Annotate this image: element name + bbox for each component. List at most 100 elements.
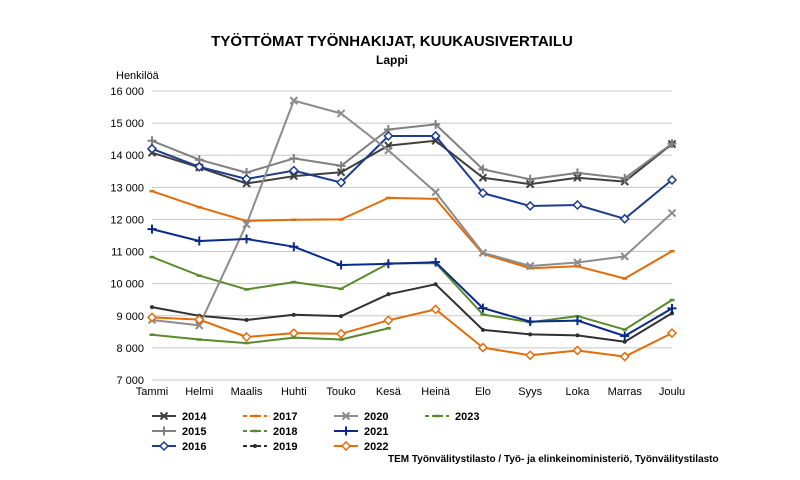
data-point (478, 303, 488, 313)
legend-item-2018: 2018 (243, 426, 297, 438)
series-line-2016 (151, 135, 673, 220)
data-point (336, 260, 346, 270)
data-point (666, 174, 678, 186)
data-point (431, 119, 441, 129)
data-point (195, 321, 204, 330)
x-tick-label: Huhti (281, 386, 307, 398)
data-point (620, 252, 629, 261)
data-point (336, 109, 346, 118)
data-point (480, 327, 485, 332)
data-point (383, 315, 394, 326)
data-point (244, 317, 249, 322)
series-2016 (146, 130, 678, 224)
legend-label: 2018 (273, 426, 297, 438)
data-point (383, 259, 393, 269)
series-2014 (147, 136, 677, 189)
x-tick-label: Heinä (421, 386, 451, 398)
x-tick-label: Touko (326, 386, 355, 398)
legend-label: 2015 (182, 426, 206, 438)
series-line-2022 (151, 308, 673, 358)
y-tick-label: 14 000 (110, 150, 144, 162)
data-point (194, 161, 205, 172)
data-point (431, 187, 440, 197)
y-tick-label: 7 000 (116, 375, 144, 387)
legend-marker (341, 426, 351, 436)
data-point (242, 234, 252, 244)
data-point (478, 248, 488, 258)
data-point (194, 236, 204, 246)
data-point (384, 146, 393, 155)
series-line-2021 (151, 228, 673, 337)
x-tick-label: Loka (566, 386, 591, 398)
legend-item-2022: 2022 (334, 440, 388, 453)
data-point (289, 153, 299, 163)
data-point (525, 317, 535, 327)
data-point (288, 328, 299, 339)
data-point (241, 173, 252, 185)
series-2015 (147, 119, 677, 184)
legend-label: 2019 (273, 441, 297, 453)
data-point (572, 316, 582, 326)
data-point (667, 303, 677, 313)
legend-item-2016: 2016 (152, 440, 206, 453)
series-2022 (146, 304, 678, 362)
y-tick-label: 8 000 (116, 343, 144, 355)
y-tick-label: 15 000 (110, 118, 144, 130)
chart-subtitle: Lappi (376, 53, 408, 67)
data-point (573, 258, 582, 267)
data-point (431, 257, 441, 267)
x-tick-label: Tammi (136, 386, 168, 398)
legend-label: 2021 (364, 426, 388, 438)
y-tick-label: 12 000 (110, 214, 144, 226)
y-tick-label: 16 000 (110, 86, 144, 98)
data-point (667, 208, 677, 218)
x-tick-label: Helmi (185, 386, 213, 398)
data-point (525, 261, 535, 271)
x-axis-ticks: Tammi Helmi Maalis Huhti Touko Kesä Heinä Elo Sy… (136, 386, 685, 398)
chart-title: TYÖTTÖMAT TYÖNHAKIJAT, KUUKAUSIVERTAILU (211, 33, 573, 50)
legend-item-2023: 2023 (425, 411, 479, 423)
source-note: TEM Työnvälitystilasto / Työ- ja elinkei… (388, 454, 719, 465)
data-point (572, 168, 582, 178)
y-tick-label: 10 000 (110, 279, 144, 291)
data-point (336, 161, 346, 171)
y-tick-label: 11 000 (111, 247, 144, 259)
data-point (150, 305, 154, 310)
data-point (433, 282, 438, 287)
legend-item-2015: 2015 (152, 426, 206, 438)
data-point (667, 139, 677, 149)
data-point (147, 224, 157, 234)
data-point (525, 200, 536, 212)
legend-item-2017: 2017 (243, 411, 297, 423)
data-point (146, 312, 158, 323)
y-tick-label: 9 000 (116, 311, 144, 323)
legend-marker (253, 444, 257, 448)
y-tick-label: 13 000 (110, 182, 144, 194)
legend-label: 2020 (364, 411, 388, 423)
series-line-2017 (151, 190, 673, 280)
series-line-2014 (151, 139, 673, 186)
data-point (289, 171, 299, 181)
data-point (336, 168, 346, 177)
data-point (525, 179, 535, 189)
x-tick-label: Elo (475, 386, 491, 398)
data-point (528, 332, 533, 337)
data-point (525, 174, 535, 184)
legend-label: 2016 (182, 441, 206, 453)
data-point (336, 177, 347, 188)
legend-marker (341, 411, 351, 421)
data-point (477, 342, 488, 353)
legend: 2014 2017 2020 2023 2015 2018 2021 2016 2019 2022 (152, 411, 479, 453)
data-point (289, 96, 299, 105)
series-2021 (147, 224, 677, 341)
data-point (477, 188, 488, 199)
data-point (291, 312, 296, 317)
y-axis-label: Henkilöä (116, 70, 160, 82)
legend-marker (159, 411, 169, 421)
data-point (336, 328, 347, 339)
legend-marker (340, 440, 352, 452)
data-point (572, 199, 583, 211)
x-tick-label: Joulu (659, 386, 685, 398)
legend-marker (158, 440, 170, 452)
x-tick-label: Marras (608, 386, 643, 398)
